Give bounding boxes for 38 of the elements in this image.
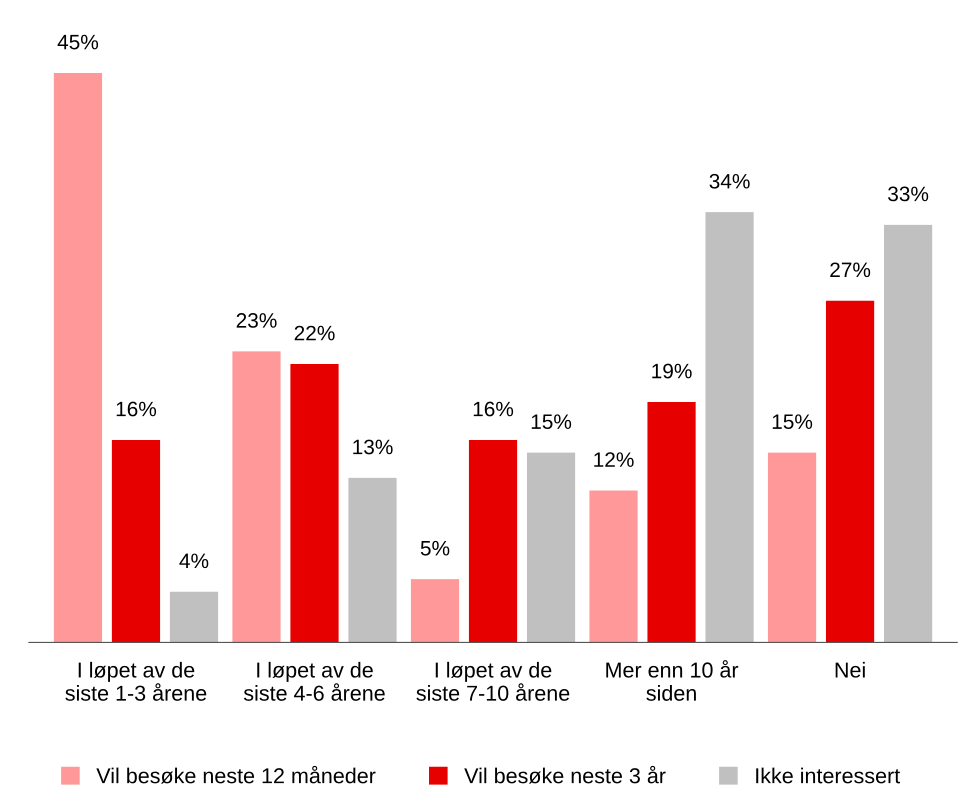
bar	[768, 452, 816, 642]
data-label: 22%	[294, 326, 335, 340]
x-tick-label: Nei	[836, 662, 865, 678]
bar	[54, 73, 102, 642]
bar	[232, 351, 281, 642]
data-label: 5%	[420, 540, 450, 556]
x-tick-label: I løpet av de siste 4-6 årene	[244, 662, 385, 701]
data-label: 33%	[888, 186, 928, 202]
x-tick-label: I løpet av de siste 1-3 årene	[65, 662, 206, 701]
bar	[884, 224, 932, 642]
bar	[647, 402, 696, 642]
data-label: 16%	[474, 402, 514, 416]
x-tick-label: I løpet av de siste 7-10 årene	[416, 662, 570, 701]
bar	[589, 490, 638, 642]
data-label: 12%	[594, 452, 634, 467]
legend-label: Vil besøke neste 12 måneder	[96, 766, 376, 784]
data-label: 4%	[179, 554, 208, 568]
data-label: 45%	[58, 34, 98, 50]
bar	[468, 440, 518, 642]
bar	[526, 452, 576, 642]
data-label: 34%	[710, 174, 750, 189]
data-label: 15%	[772, 414, 812, 430]
bar	[826, 300, 874, 642]
data-label: 23%	[236, 313, 277, 328]
bar	[705, 212, 754, 642]
x-tick-label: Mer enn 10 år siden	[606, 660, 738, 701]
legend-label: Ikke interessert	[756, 768, 900, 784]
data-label: 13%	[353, 440, 393, 454]
data-label: 19%	[652, 364, 692, 378]
legend-label: Vil besøke neste 3 år	[464, 766, 666, 784]
bar	[410, 579, 460, 642]
bar	[112, 440, 160, 642]
data-label: 16%	[116, 402, 156, 416]
data-label: 15%	[532, 414, 572, 430]
bar	[290, 364, 339, 642]
data-label: 27%	[830, 262, 870, 278]
bar	[348, 478, 397, 642]
bar	[170, 592, 218, 642]
